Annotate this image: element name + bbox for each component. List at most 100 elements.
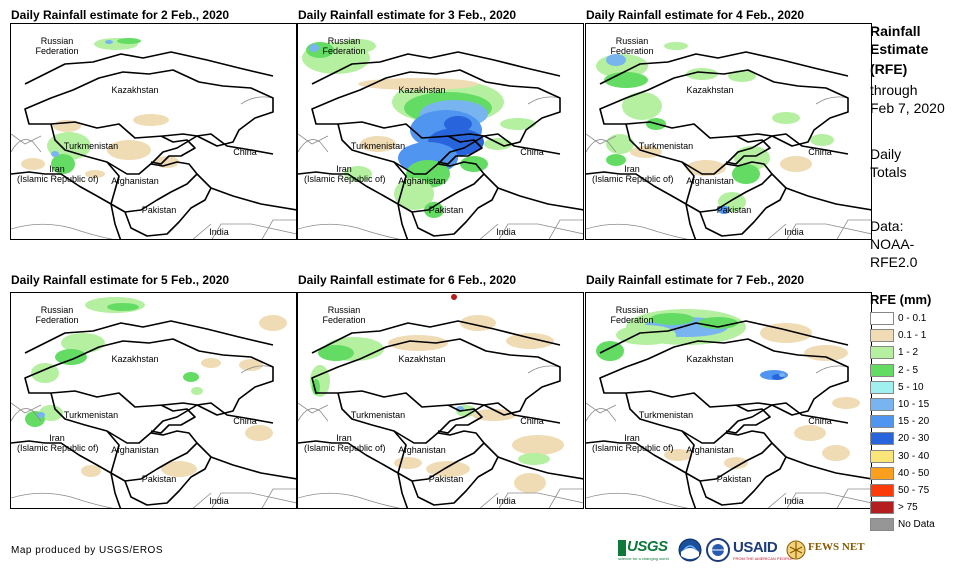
legend-label: 40 - 50 bbox=[898, 467, 930, 479]
map-label-iran-1: Iran bbox=[624, 433, 640, 443]
country-border bbox=[124, 173, 212, 237]
country-border bbox=[24, 338, 274, 416]
country-border bbox=[210, 456, 296, 480]
coastline bbox=[498, 223, 583, 239]
legend-label: 1 - 2 bbox=[898, 347, 919, 359]
map-label-turkmenistan: Turkmenistan bbox=[638, 410, 694, 420]
rainfall-area bbox=[779, 373, 785, 377]
rainfall-area bbox=[51, 154, 75, 174]
map-label-india: India bbox=[209, 496, 229, 506]
map-label-turkmenistan: Turkmenistan bbox=[638, 141, 694, 151]
rainfall-area bbox=[718, 206, 730, 214]
country-border bbox=[150, 135, 196, 165]
border-line bbox=[11, 133, 42, 145]
country-border bbox=[311, 320, 561, 354]
rainfall-area bbox=[810, 134, 834, 146]
side-noaa: NOAA- bbox=[870, 236, 915, 252]
map-label-russia-2: Federation bbox=[35, 315, 79, 325]
side-title-3: (RFE) bbox=[870, 61, 908, 77]
country-border bbox=[599, 320, 849, 354]
rainfall-area bbox=[451, 294, 457, 300]
map-panel-2: Russian Federation Kazakhstan Turkmenistan I… bbox=[297, 23, 584, 240]
rainfall-area bbox=[804, 345, 848, 361]
country-border bbox=[625, 392, 773, 444]
rainfall-area bbox=[484, 138, 512, 150]
border-line bbox=[479, 223, 499, 239]
country-border bbox=[196, 402, 274, 424]
legend-label: 0.1 - 1 bbox=[898, 330, 927, 342]
country-border bbox=[483, 133, 561, 155]
border-line bbox=[479, 492, 499, 508]
rainfall-area bbox=[596, 341, 624, 361]
country-border bbox=[437, 135, 483, 165]
side-rfe: RFE2.0 bbox=[870, 254, 918, 270]
country-border bbox=[599, 51, 849, 85]
rainfall-area bbox=[606, 154, 626, 166]
map-label-pakistan: Pakistan bbox=[141, 474, 177, 484]
panel-title-1: Daily Rainfall estimate for 2 Feb., 2020 bbox=[11, 8, 230, 22]
side-data: Data: bbox=[870, 218, 904, 234]
panel-title-4: Daily Rainfall estimate for 5 Feb., 2020 bbox=[11, 273, 230, 287]
side-date: Feb 7, 2020 bbox=[870, 100, 945, 116]
map-svg-3 bbox=[586, 42, 871, 239]
border-line bbox=[548, 219, 583, 239]
country-border bbox=[24, 69, 274, 147]
rainfall-area bbox=[698, 317, 738, 329]
coastline bbox=[527, 96, 561, 105]
map-label-china: China bbox=[233, 416, 257, 426]
coastline bbox=[586, 223, 689, 239]
rainfall-area bbox=[259, 315, 287, 331]
country-border bbox=[24, 320, 274, 354]
legend-swatch bbox=[870, 329, 894, 343]
rainfall-area bbox=[732, 164, 760, 184]
country-border bbox=[150, 404, 196, 434]
rainfall-area bbox=[724, 457, 748, 469]
map-svg-2 bbox=[298, 39, 583, 239]
coastline bbox=[498, 492, 583, 508]
map-label-pakistan: Pakistan bbox=[428, 474, 464, 484]
rainfall-area bbox=[191, 387, 203, 395]
country-border bbox=[771, 133, 849, 155]
country-border bbox=[599, 69, 849, 147]
rainfall-area bbox=[133, 114, 169, 126]
map-label-india: India bbox=[496, 496, 516, 506]
rainfall-area bbox=[388, 335, 448, 351]
rainfall-area bbox=[105, 40, 113, 44]
rainfall-area bbox=[309, 44, 319, 52]
rainfall-area bbox=[664, 449, 692, 461]
map-label-kazakhstan: Kazakhstan bbox=[398, 85, 446, 95]
country-border bbox=[11, 171, 122, 239]
legend-label: 0 - 0.1 bbox=[898, 313, 927, 324]
legend-title: RFE (mm) bbox=[870, 292, 932, 307]
rainfall-area bbox=[55, 349, 87, 365]
coastline bbox=[11, 408, 42, 422]
legend-swatch bbox=[870, 346, 894, 360]
rainfall-area bbox=[201, 358, 221, 368]
map-label-china: China bbox=[233, 147, 257, 157]
country-border bbox=[210, 187, 296, 211]
rainfall-area bbox=[512, 435, 564, 455]
coastline bbox=[298, 408, 329, 422]
map-label-pakistan: Pakistan bbox=[716, 474, 752, 484]
map-label-russia-1: Russian bbox=[615, 36, 649, 46]
map-label-russia-1: Russian bbox=[327, 305, 361, 315]
rainfall-area bbox=[61, 333, 105, 353]
country-border bbox=[681, 161, 773, 213]
rainfall-area bbox=[360, 136, 396, 152]
country-border bbox=[50, 392, 198, 444]
legend-label: > 75 bbox=[898, 502, 918, 514]
border-line bbox=[298, 402, 329, 414]
map-label-kazakhstan: Kazakhstan bbox=[398, 354, 446, 364]
rainfall-area bbox=[622, 92, 662, 120]
map-panel-5: Russian Federation Kazakhstan Turkmenistan I… bbox=[297, 292, 584, 509]
country-border bbox=[497, 456, 583, 480]
map-label-turkmenistan: Turkmenistan bbox=[63, 410, 119, 420]
rainfall-area bbox=[686, 68, 718, 80]
map-label-india: India bbox=[496, 227, 516, 237]
coastline bbox=[786, 492, 871, 508]
legend-label: No Data bbox=[898, 519, 935, 531]
country-border bbox=[298, 171, 409, 239]
country-border bbox=[311, 338, 561, 416]
side-title-1: Rainfall bbox=[870, 23, 921, 39]
coastline bbox=[815, 96, 849, 105]
